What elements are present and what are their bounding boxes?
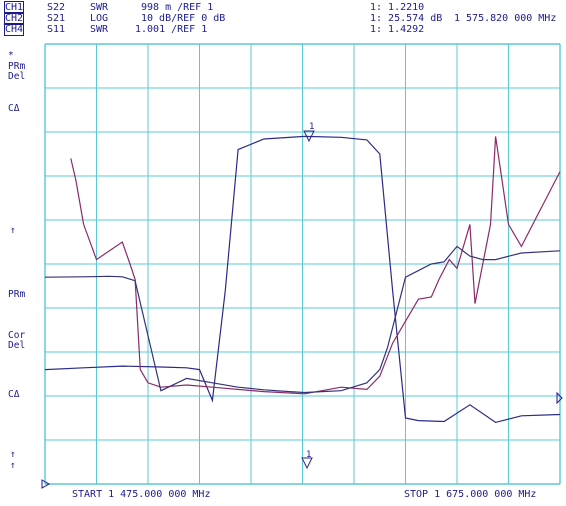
channel-label-ch1: CH1 [3, 1, 25, 14]
marker-value-ch4: 1: 1.4292 [370, 24, 425, 35]
graticule-grid [44, 43, 561, 485]
channel-label-ch4: CH4 [3, 23, 25, 36]
trace-s22 [70, 136, 561, 395]
side-prm-2: PRm [8, 289, 26, 300]
svg-text:1: 1 [306, 450, 311, 460]
format-ch1: SWR [90, 2, 109, 13]
start-arrow-icon [41, 479, 51, 489]
stop-frequency: STOP 1 675.000 000 MHz [404, 489, 537, 500]
ref-arrow-icon [556, 391, 563, 405]
side-arrow-1: ↑ [10, 225, 16, 236]
marker-1-top: 1 [303, 122, 315, 143]
marker-value-ch1: 1: 1.2210 [370, 2, 425, 13]
trace-s11 [44, 245, 561, 394]
side-del-1: Del [8, 71, 26, 82]
side-arrow-2b: ↑ [10, 460, 16, 471]
side-del-2: Del [8, 340, 26, 351]
param-ch1: S22 [47, 2, 66, 13]
param-ch2: S21 [47, 13, 66, 24]
param-ch4: S11 [47, 24, 66, 35]
marker-value-ch2: 1: 25.574 dB [370, 13, 443, 24]
trace-s21 [44, 135, 561, 424]
svg-text:1: 1 [309, 122, 314, 132]
scale-ch2: 10 dB/REF 0 dB [141, 13, 226, 24]
channel-label-ch2: CH2 [3, 12, 25, 25]
trace-layer [44, 135, 561, 424]
marker-frequency: 1 575.820 000 MHz [454, 13, 557, 24]
format-ch4: SWR [90, 24, 109, 35]
scale-ch1: 998 m /REF 1 [141, 2, 214, 13]
side-star: * [8, 50, 14, 61]
side-cor: Cor [8, 330, 26, 341]
marker-layer: 1 1 [301, 122, 315, 470]
side-ca-2: CΔ [8, 389, 20, 400]
marker-1-bottom: 1 [301, 450, 313, 470]
start-frequency: START 1 475.000 000 MHz [72, 489, 211, 500]
scale-ch4: 1.001 /REF 1 [135, 24, 208, 35]
side-arrow-2a: ↑ [10, 449, 16, 460]
side-prm-1: PRm [8, 61, 26, 72]
side-ca-1: CΔ [8, 103, 20, 114]
format-ch2: LOG [90, 13, 109, 24]
